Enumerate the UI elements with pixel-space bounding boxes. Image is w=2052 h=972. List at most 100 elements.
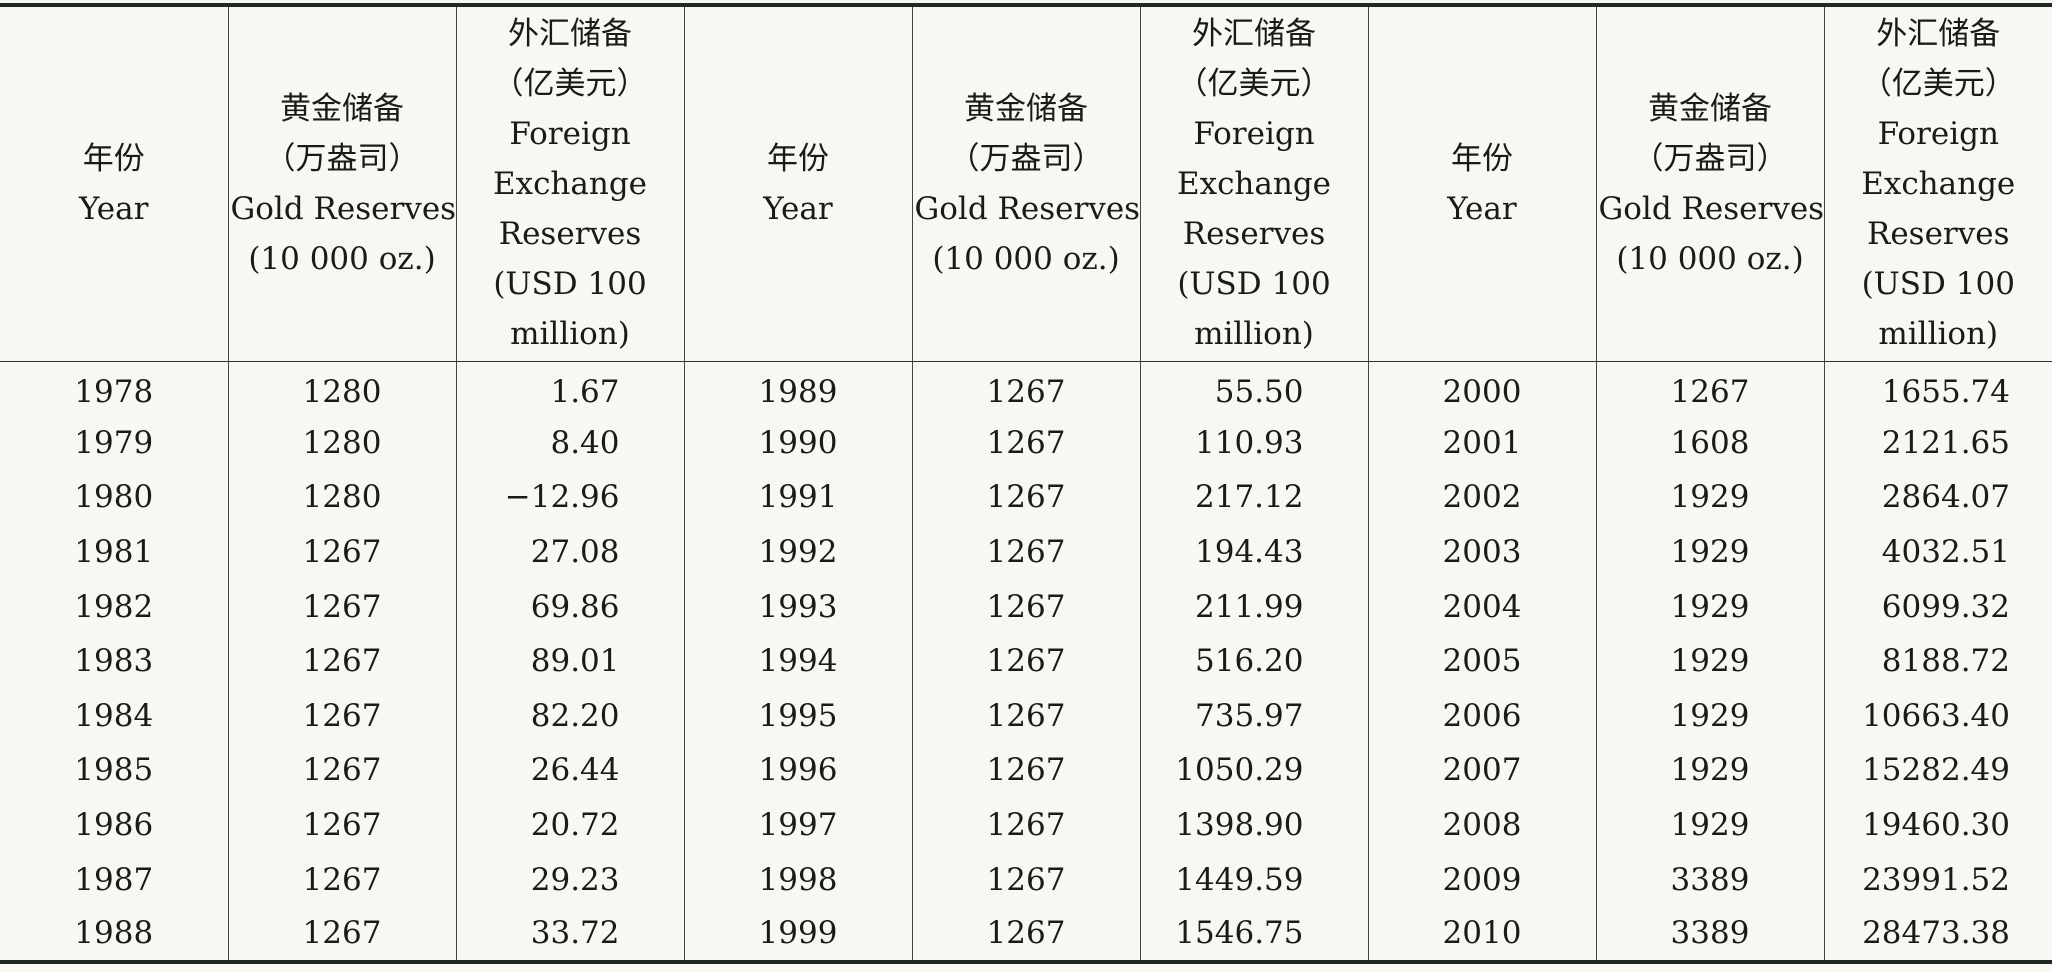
table-row: 1980 1280 −12.96 1991 1267 217.12 2002 1929 2864… <box>0 470 2052 525</box>
fx-header-unit-zh: （亿美元） <box>1860 65 2016 102</box>
fx-header-en-3: Reserves <box>1866 215 2010 252</box>
year-cell: 1992 <box>683 524 912 580</box>
year-cell: 1980 <box>74 479 154 516</box>
gold-cell: 1267 <box>227 852 456 907</box>
gold-cell: 1929 <box>1595 524 1824 580</box>
gold-cell: 1929 <box>1595 633 1824 689</box>
gold-header-en: Gold Reserves <box>914 190 1141 227</box>
table-row: 1986 1267 20.72 1997 1267 1398.90 2008 1929 1946… <box>0 797 2052 853</box>
fx-cell: 1050.29 <box>1139 743 1368 798</box>
fx-header-unit-zh: （亿美元） <box>1176 65 1332 102</box>
gold-cell: 1280 <box>227 470 456 525</box>
fx-header-unit-en-1: (USD 100 <box>493 265 647 302</box>
gold-cell: 3389 <box>1595 906 1824 962</box>
fx-cell: 69.86 <box>455 579 684 634</box>
fx-cell: 29.23 <box>455 852 684 907</box>
gold-cell: 1267 <box>911 688 1140 744</box>
gold-header: 黄金储备 （万盎司） Gold Reserves (10 000 oz.) <box>1595 5 1825 361</box>
fx-cell: 194.43 <box>1139 524 1368 580</box>
year-cell: 2006 <box>1367 688 1596 744</box>
year-cell: 1985 <box>74 752 154 789</box>
year-cell: 2008 <box>1367 797 1596 853</box>
year-cell: 1983 <box>74 643 154 680</box>
gold-cell: 1929 <box>1595 579 1824 634</box>
fx-cell: 89.01 <box>455 633 684 689</box>
fx-header-zh: 外汇储备 <box>508 15 632 52</box>
gold-cell: 1608 <box>1595 415 1824 471</box>
fx-cell: 19460.30 <box>1823 797 2052 853</box>
gold-cell: 1267 <box>911 524 1140 580</box>
gold-header-unit-en: (10 000 oz.) <box>248 240 436 277</box>
year-cell: 1993 <box>683 579 912 634</box>
fx-header-en-3: Reserves <box>1182 215 1326 252</box>
fx-cell: 27.08 <box>455 524 684 580</box>
gold-cell: 1267 <box>227 633 456 689</box>
gold-header: 黄金储备 （万盎司） Gold Reserves (10 000 oz.) <box>227 5 456 361</box>
fx-cell: 1398.90 <box>1139 797 1368 853</box>
fx-cell: 55.50 <box>1139 361 1368 416</box>
table-header: 年份 Year 黄金储备 （万盎司） Gold Reserves (10 000… <box>0 5 2052 361</box>
year-header-zh: 年份 <box>767 140 829 177</box>
table-row: 1983 1267 89.01 1994 1267 516.20 2005 1929 8188.… <box>0 633 2052 689</box>
fx-cell: 735.97 <box>1139 688 1368 744</box>
table-row: 1981 1267 27.08 1992 1267 194.43 2003 1929 4032.… <box>0 524 2052 580</box>
year-cell: 2004 <box>1367 579 1596 634</box>
gold-cell: 1267 <box>911 579 1140 634</box>
year-cell: 1979 <box>74 424 154 461</box>
year-cell: 1981 <box>74 534 154 571</box>
fx-header-zh: 外汇储备 <box>1192 15 1316 52</box>
gold-cell: 1929 <box>1595 743 1824 798</box>
fx-cell: 1546.75 <box>1139 906 1368 962</box>
year-cell: 1984 <box>74 697 154 734</box>
year-header-zh: 年份 <box>82 140 145 177</box>
gold-cell: 1929 <box>1595 470 1824 525</box>
table-row: 1987 1267 29.23 1998 1267 1449.59 2009 3389 2399… <box>0 852 2052 907</box>
gold-cell: 1267 <box>911 415 1140 471</box>
gold-cell: 1267 <box>911 743 1140 798</box>
fx-cell: 23991.52 <box>1823 852 2052 907</box>
gold-cell: 1280 <box>227 361 456 416</box>
fx-cell: 20.72 <box>455 797 684 853</box>
gold-cell: 1267 <box>227 524 456 580</box>
fx-cell: 26.44 <box>455 743 684 798</box>
fx-cell: −12.96 <box>455 470 684 525</box>
year-header: 年份 Year <box>683 5 912 361</box>
year-cell: 2003 <box>1367 524 1596 580</box>
table-row: 1979 1280 8.40 1990 1267 110.93 2001 1608 2121.6… <box>0 415 2052 471</box>
fx-cell: 217.12 <box>1139 470 1368 525</box>
gold-cell: 1280 <box>227 415 456 471</box>
fx-header-unit-en-2: million) <box>1194 315 1314 352</box>
year-cell: 2000 <box>1367 361 1596 416</box>
fx-cell: 15282.49 <box>1823 743 2052 798</box>
fx-cell: 6099.32 <box>1823 579 2052 634</box>
gold-header-unit-zh: （万盎司） <box>948 140 1104 177</box>
year-header-en: Year <box>1447 190 1517 227</box>
gold-cell: 1267 <box>911 470 1140 525</box>
gold-cell: 1267 <box>1595 361 1824 416</box>
fx-header-en-2: Exchange <box>1176 165 1332 202</box>
gold-header-unit-zh: （万盎司） <box>264 140 420 177</box>
year-cell: 1988 <box>74 915 154 952</box>
fx-cell: 1.67 <box>455 361 684 416</box>
gold-and-forex-reserves-table: 年份 Year 黄金储备 （万盎司） Gold Reserves (10 000… <box>0 3 2052 964</box>
fx-header: 外汇储备 （亿美元） Foreign Exchange Reserves (US… <box>1139 5 1368 361</box>
gold-cell: 1267 <box>227 797 456 853</box>
fx-header-unit-en-2: million) <box>510 315 630 352</box>
gold-header-en: Gold Reserves <box>1598 190 1825 227</box>
fx-header: 外汇储备 （亿美元） Foreign Exchange Reserves (US… <box>1823 5 2052 361</box>
table-body: 1978 1280 1.67 1989 1267 55.50 2000 1267 1655.74… <box>0 361 2052 962</box>
gold-cell: 1267 <box>911 906 1140 962</box>
gold-header-zh: 黄金储备 <box>1648 90 1772 127</box>
year-cell: 2005 <box>1367 633 1596 689</box>
year-cell: 2001 <box>1367 415 1596 471</box>
gold-cell: 1267 <box>227 579 456 634</box>
fx-cell: 10663.40 <box>1823 688 2052 744</box>
year-cell: 1998 <box>683 852 912 907</box>
fx-cell: 2121.65 <box>1823 415 2052 471</box>
fx-cell: 8188.72 <box>1823 633 2052 689</box>
gold-cell: 1929 <box>1595 688 1824 744</box>
fx-cell: 4032.51 <box>1823 524 2052 580</box>
fx-header-unit-en-1: (USD 100 <box>1177 265 1331 302</box>
year-cell: 1997 <box>683 797 912 853</box>
fx-cell: 28473.38 <box>1823 906 2052 962</box>
